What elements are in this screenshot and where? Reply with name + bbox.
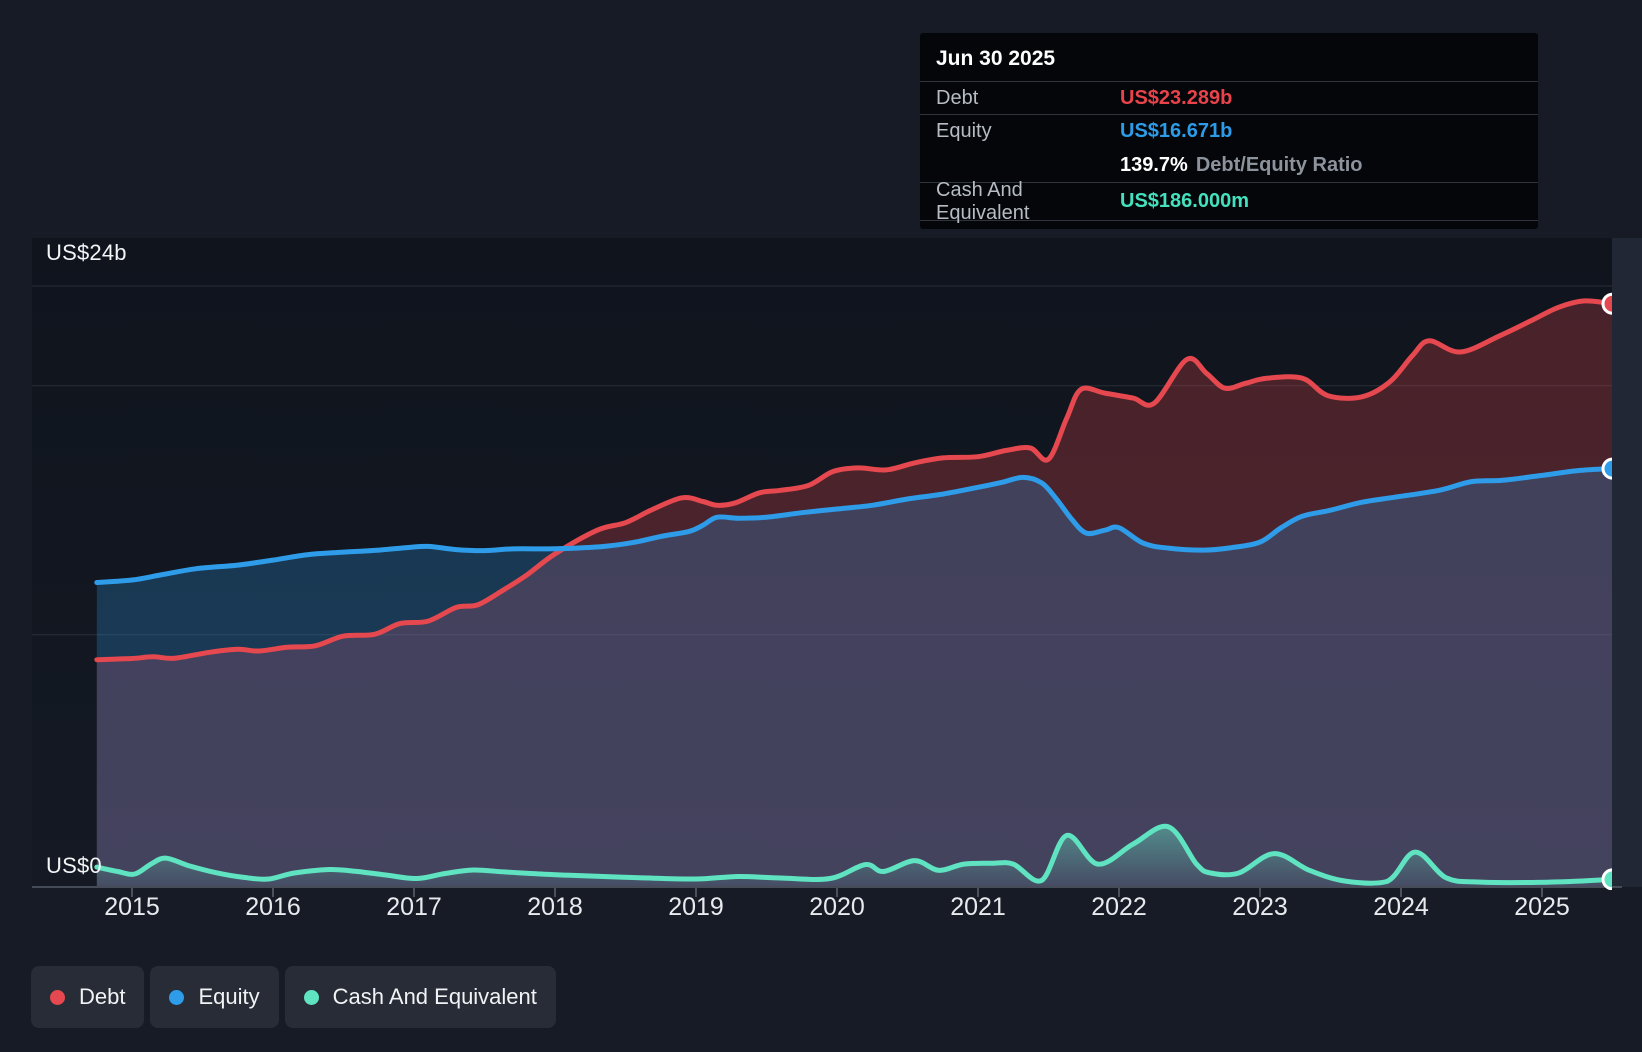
tooltip-ratio-value: 139.7% bbox=[1120, 153, 1188, 176]
debt-legend-dot-icon bbox=[50, 989, 65, 1005]
y-axis-label-top: US$24b bbox=[46, 240, 127, 265]
tooltip-date: Jun 30 2025 bbox=[920, 33, 1538, 82]
tooltip-row-debt: Debt US$23.289b bbox=[920, 82, 1538, 115]
legend-item-equity[interactable]: Equity bbox=[150, 966, 279, 1028]
debt-line bbox=[94, 298, 1612, 663]
cash-and-equivalent-legend-dot-icon bbox=[303, 989, 319, 1005]
tooltip-cash-label: Cash And Equivalent bbox=[936, 178, 1030, 224]
cash-and-equivalent-endpoint-dot bbox=[1601, 868, 1612, 890]
tooltip-equity-value: US$16.671b bbox=[1120, 120, 1233, 142]
plot-area[interactable] bbox=[32, 238, 1612, 887]
equity-legend-dot-icon bbox=[169, 989, 185, 1005]
legend-item-cash-and-equivalent[interactable]: Cash And Equivalent bbox=[284, 966, 556, 1028]
debt-area bbox=[96, 300, 1612, 887]
chart-tooltip: Jun 30 2025 Debt US$23.289b Equity US$16… bbox=[920, 33, 1538, 229]
right-margin-band bbox=[1612, 238, 1642, 887]
y-axis-label-zero: US$0 bbox=[46, 853, 102, 878]
equity-area bbox=[96, 468, 1612, 887]
equity-line bbox=[94, 466, 1612, 585]
tooltip-ratio-label: Debt/Equity Ratio bbox=[1195, 153, 1363, 176]
legend-label: Cash And Equivalent bbox=[332, 984, 537, 1009]
cash-and-equivalent-line bbox=[94, 823, 1612, 886]
equity-endpoint-dot bbox=[1601, 457, 1612, 480]
tooltip-debt-label: Debt bbox=[936, 86, 979, 109]
legend-item-debt[interactable]: Debt bbox=[31, 966, 145, 1028]
legend-label: Debt bbox=[79, 984, 126, 1009]
tooltip-debt-value: US$23.289b bbox=[1120, 86, 1233, 109]
debt-endpoint-dot bbox=[1601, 292, 1612, 315]
legend-label: Equity bbox=[198, 984, 260, 1009]
tooltip-row-equity: Equity US$16.671b bbox=[920, 115, 1538, 148]
chart-legend: Debt Equity Cash And Equivalent bbox=[31, 966, 562, 1028]
tooltip-row-ratio: 139.7% Debt/Equity Ratio bbox=[920, 148, 1538, 183]
tooltip-cash-value: US$186.000m bbox=[1120, 190, 1249, 212]
tooltip-row-cash: Cash And Equivalent US$186.000m bbox=[920, 179, 1538, 224]
tooltip-equity-label: Equity bbox=[936, 120, 992, 142]
